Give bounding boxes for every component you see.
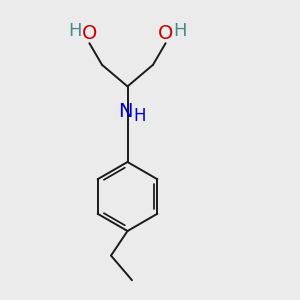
Text: N: N xyxy=(118,102,132,122)
Text: O: O xyxy=(158,24,173,43)
Text: H: H xyxy=(134,106,146,124)
Text: O: O xyxy=(82,24,97,43)
Text: H: H xyxy=(68,22,82,40)
Text: H: H xyxy=(173,22,187,40)
